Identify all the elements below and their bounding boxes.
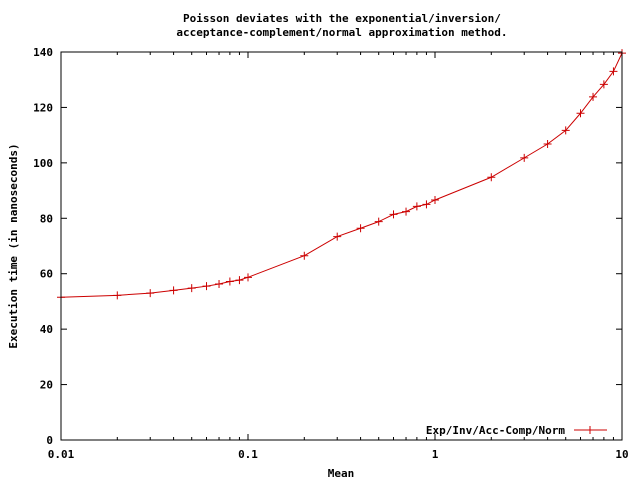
- y-tick-label: 80: [40, 212, 53, 225]
- data-point: [225, 277, 234, 286]
- axis-ticks: 0 20 40 60 80 100 120 140 0.01 0.1 1 10: [33, 46, 629, 461]
- y-tick-label: 60: [40, 268, 53, 281]
- legend-marker: [586, 426, 594, 434]
- data-point: [215, 279, 224, 288]
- series-layer: [57, 49, 626, 302]
- data-point: [389, 210, 398, 219]
- x-tick-label: 0.1: [238, 448, 258, 461]
- legend: Exp/Inv/Acc-Comp/Norm: [426, 424, 607, 437]
- data-point: [599, 80, 608, 89]
- data-point: [431, 195, 439, 204]
- data-point: [333, 232, 342, 241]
- y-tick-label: 20: [40, 379, 53, 392]
- y-tick-label: 40: [40, 323, 53, 336]
- legend-label: Exp/Inv/Acc-Comp/Norm: [426, 424, 565, 437]
- chart-title-line-2: acceptance-complement/normal approximati…: [176, 26, 507, 39]
- data-point: [543, 140, 552, 149]
- data-point: [374, 217, 383, 226]
- y-tick-label: 0: [46, 434, 53, 447]
- data-point: [300, 251, 309, 260]
- data-point: [235, 276, 244, 285]
- data-point: [146, 289, 155, 298]
- data-point: [402, 207, 411, 216]
- data-point: [202, 282, 211, 291]
- data-point: [561, 126, 570, 135]
- data-point: [187, 284, 196, 293]
- data-point: [169, 286, 178, 295]
- x-tick-label: 1: [432, 448, 439, 461]
- plot-border: [60, 51, 623, 441]
- legend-sample: [574, 426, 607, 434]
- x-tick-label: 0.01: [48, 448, 75, 461]
- data-point: [113, 291, 122, 300]
- data-point: [356, 224, 365, 233]
- series-line: [60, 52, 623, 298]
- data-point: [244, 273, 252, 282]
- x-axis-label: Mean: [328, 467, 355, 480]
- data-point: [576, 109, 585, 118]
- x-tick-label: 10: [615, 448, 628, 461]
- y-tick-label: 140: [33, 46, 53, 59]
- data-point: [412, 202, 421, 211]
- data-point: [609, 67, 618, 76]
- data-point: [422, 200, 431, 209]
- data-point: [589, 92, 598, 101]
- data-point: [487, 173, 496, 182]
- chart-title-line-1: Poisson deviates with the exponential/in…: [183, 12, 501, 25]
- y-axis-label: Execution time (in nanoseconds): [7, 143, 20, 348]
- data-point: [520, 153, 529, 162]
- y-tick-label: 120: [33, 101, 53, 114]
- y-tick-label: 100: [33, 157, 53, 170]
